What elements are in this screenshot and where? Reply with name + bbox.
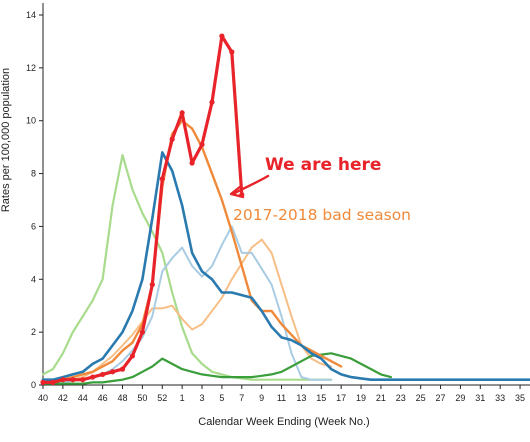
- data-point: [119, 366, 126, 372]
- data-point: [149, 281, 155, 288]
- x-tick-label: 19: [356, 393, 366, 403]
- data-point: [50, 379, 56, 385]
- y-axis-title: Rates per 100,000 population: [0, 68, 12, 212]
- data-point: [179, 110, 185, 116]
- x-tick-label: 13: [296, 393, 306, 403]
- data-point: [229, 49, 235, 55]
- x-tick-label: 35: [515, 393, 525, 403]
- x-tick-label: 31: [475, 393, 485, 403]
- x-tick-label: 5: [219, 393, 224, 403]
- x-tick-label: 48: [118, 393, 128, 403]
- data-point: [169, 136, 175, 142]
- x-tick-label: 11: [277, 393, 286, 403]
- data-point: [199, 141, 205, 148]
- data-point: [100, 371, 106, 378]
- annotation-arrow: [231, 174, 270, 196]
- data-point: [219, 33, 225, 39]
- annotation-we-are-here: We are here: [265, 155, 381, 175]
- x-tick-label: 23: [396, 393, 406, 403]
- x-axis-title: Calendar Week Ending (Week No.): [198, 416, 369, 428]
- x-tick-label: 42: [58, 393, 68, 403]
- series-layer: [40, 33, 530, 385]
- x-tick-label: 7: [239, 393, 244, 403]
- y-tick-label: 10: [26, 116, 36, 126]
- x-tick-label: 44: [78, 393, 88, 403]
- annotation-arrowhead: [229, 184, 245, 199]
- annotation-layer: We are here 2017-2018 bad season: [229, 155, 411, 224]
- series-line-3: [41, 352, 392, 385]
- y-tick-label: 4: [31, 274, 36, 284]
- data-point: [209, 99, 215, 105]
- x-tick-label: 21: [376, 393, 386, 403]
- data-point: [90, 374, 96, 380]
- series-line-4: [41, 119, 343, 381]
- data-point: [159, 176, 165, 182]
- series-line-0: [41, 154, 333, 381]
- y-tick-label: 12: [26, 63, 36, 73]
- x-tick-label: 9: [259, 393, 264, 403]
- series-line-5: [41, 151, 530, 382]
- x-tick-label: 50: [137, 393, 147, 403]
- y-tick-label: 0: [31, 380, 36, 390]
- data-point: [80, 377, 86, 383]
- x-tick-label: 15: [316, 393, 326, 403]
- x-tick-label: 40: [38, 393, 48, 403]
- annotation-bad-season: 2017-2018 bad season: [233, 206, 411, 224]
- data-point: [70, 377, 76, 383]
- data-point: [40, 379, 46, 385]
- y-tick-label: 6: [31, 221, 36, 231]
- x-tick-label: 52: [157, 393, 167, 403]
- data-point: [129, 353, 136, 359]
- data-point: [189, 160, 195, 166]
- x-tick-label: 1: [180, 393, 185, 403]
- y-tick-label: 2: [31, 327, 36, 337]
- x-tick-label: 17: [336, 393, 346, 403]
- x-tick-label: 27: [436, 393, 446, 403]
- x-tick-label: 3: [200, 393, 205, 403]
- data-point: [109, 369, 116, 375]
- x-tick-label: 46: [98, 393, 108, 403]
- data-point: [60, 377, 66, 383]
- data-point: [139, 329, 145, 335]
- x-tick-label: 25: [416, 393, 426, 403]
- x-tick-label: 33: [495, 393, 505, 403]
- x-tick-label: 29: [455, 393, 465, 403]
- y-tick-label: 8: [31, 169, 36, 179]
- y-tick-label: 14: [26, 10, 36, 20]
